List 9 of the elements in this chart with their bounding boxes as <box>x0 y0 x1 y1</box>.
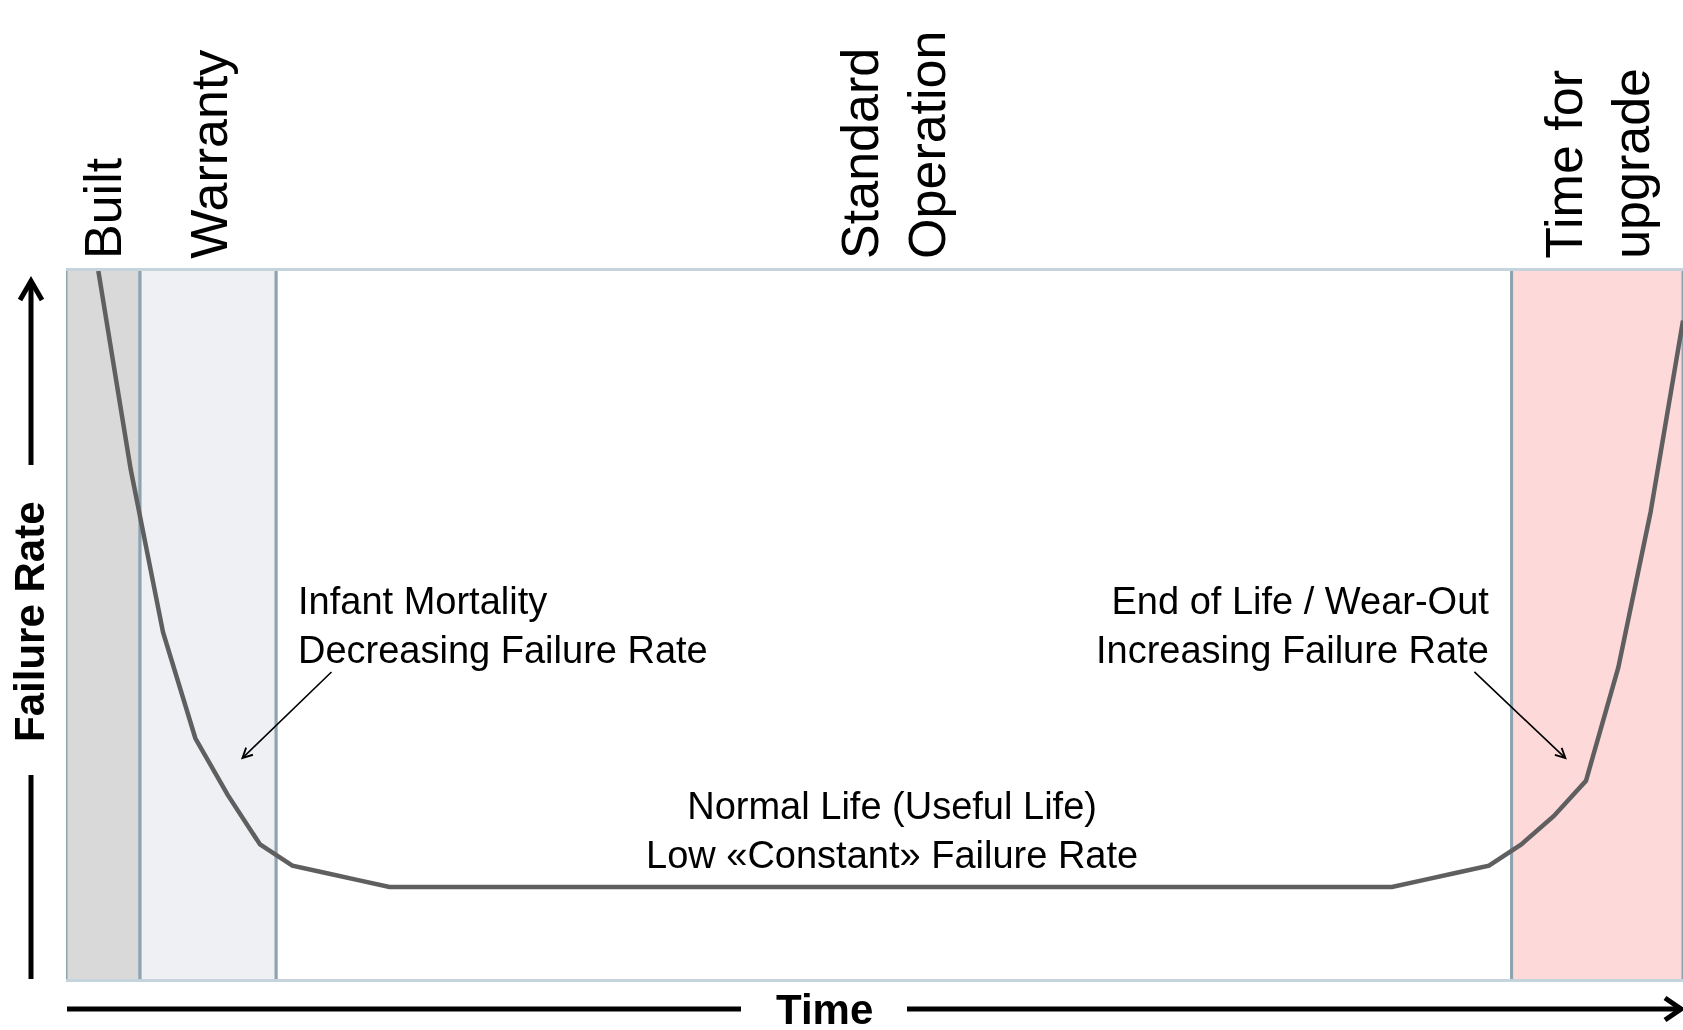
annotation: Normal Life (Useful Life) Low «Constant» Failure Rate <box>646 785 1139 877</box>
annotation: End of Life / Wear-Out Increasing Failure Rate <box>1096 580 1490 672</box>
text: Time for upgrade <box>1534 67 1661 259</box>
text: Built <box>74 157 133 260</box>
text: Standard Operation <box>830 30 957 259</box>
annotation: Infant Mortality Decreasing Failure Rate <box>298 580 708 672</box>
text: Warranty <box>179 49 238 259</box>
x-axis-title: Time <box>776 986 874 1030</box>
y-axis-title: Failure Rate <box>6 501 53 742</box>
